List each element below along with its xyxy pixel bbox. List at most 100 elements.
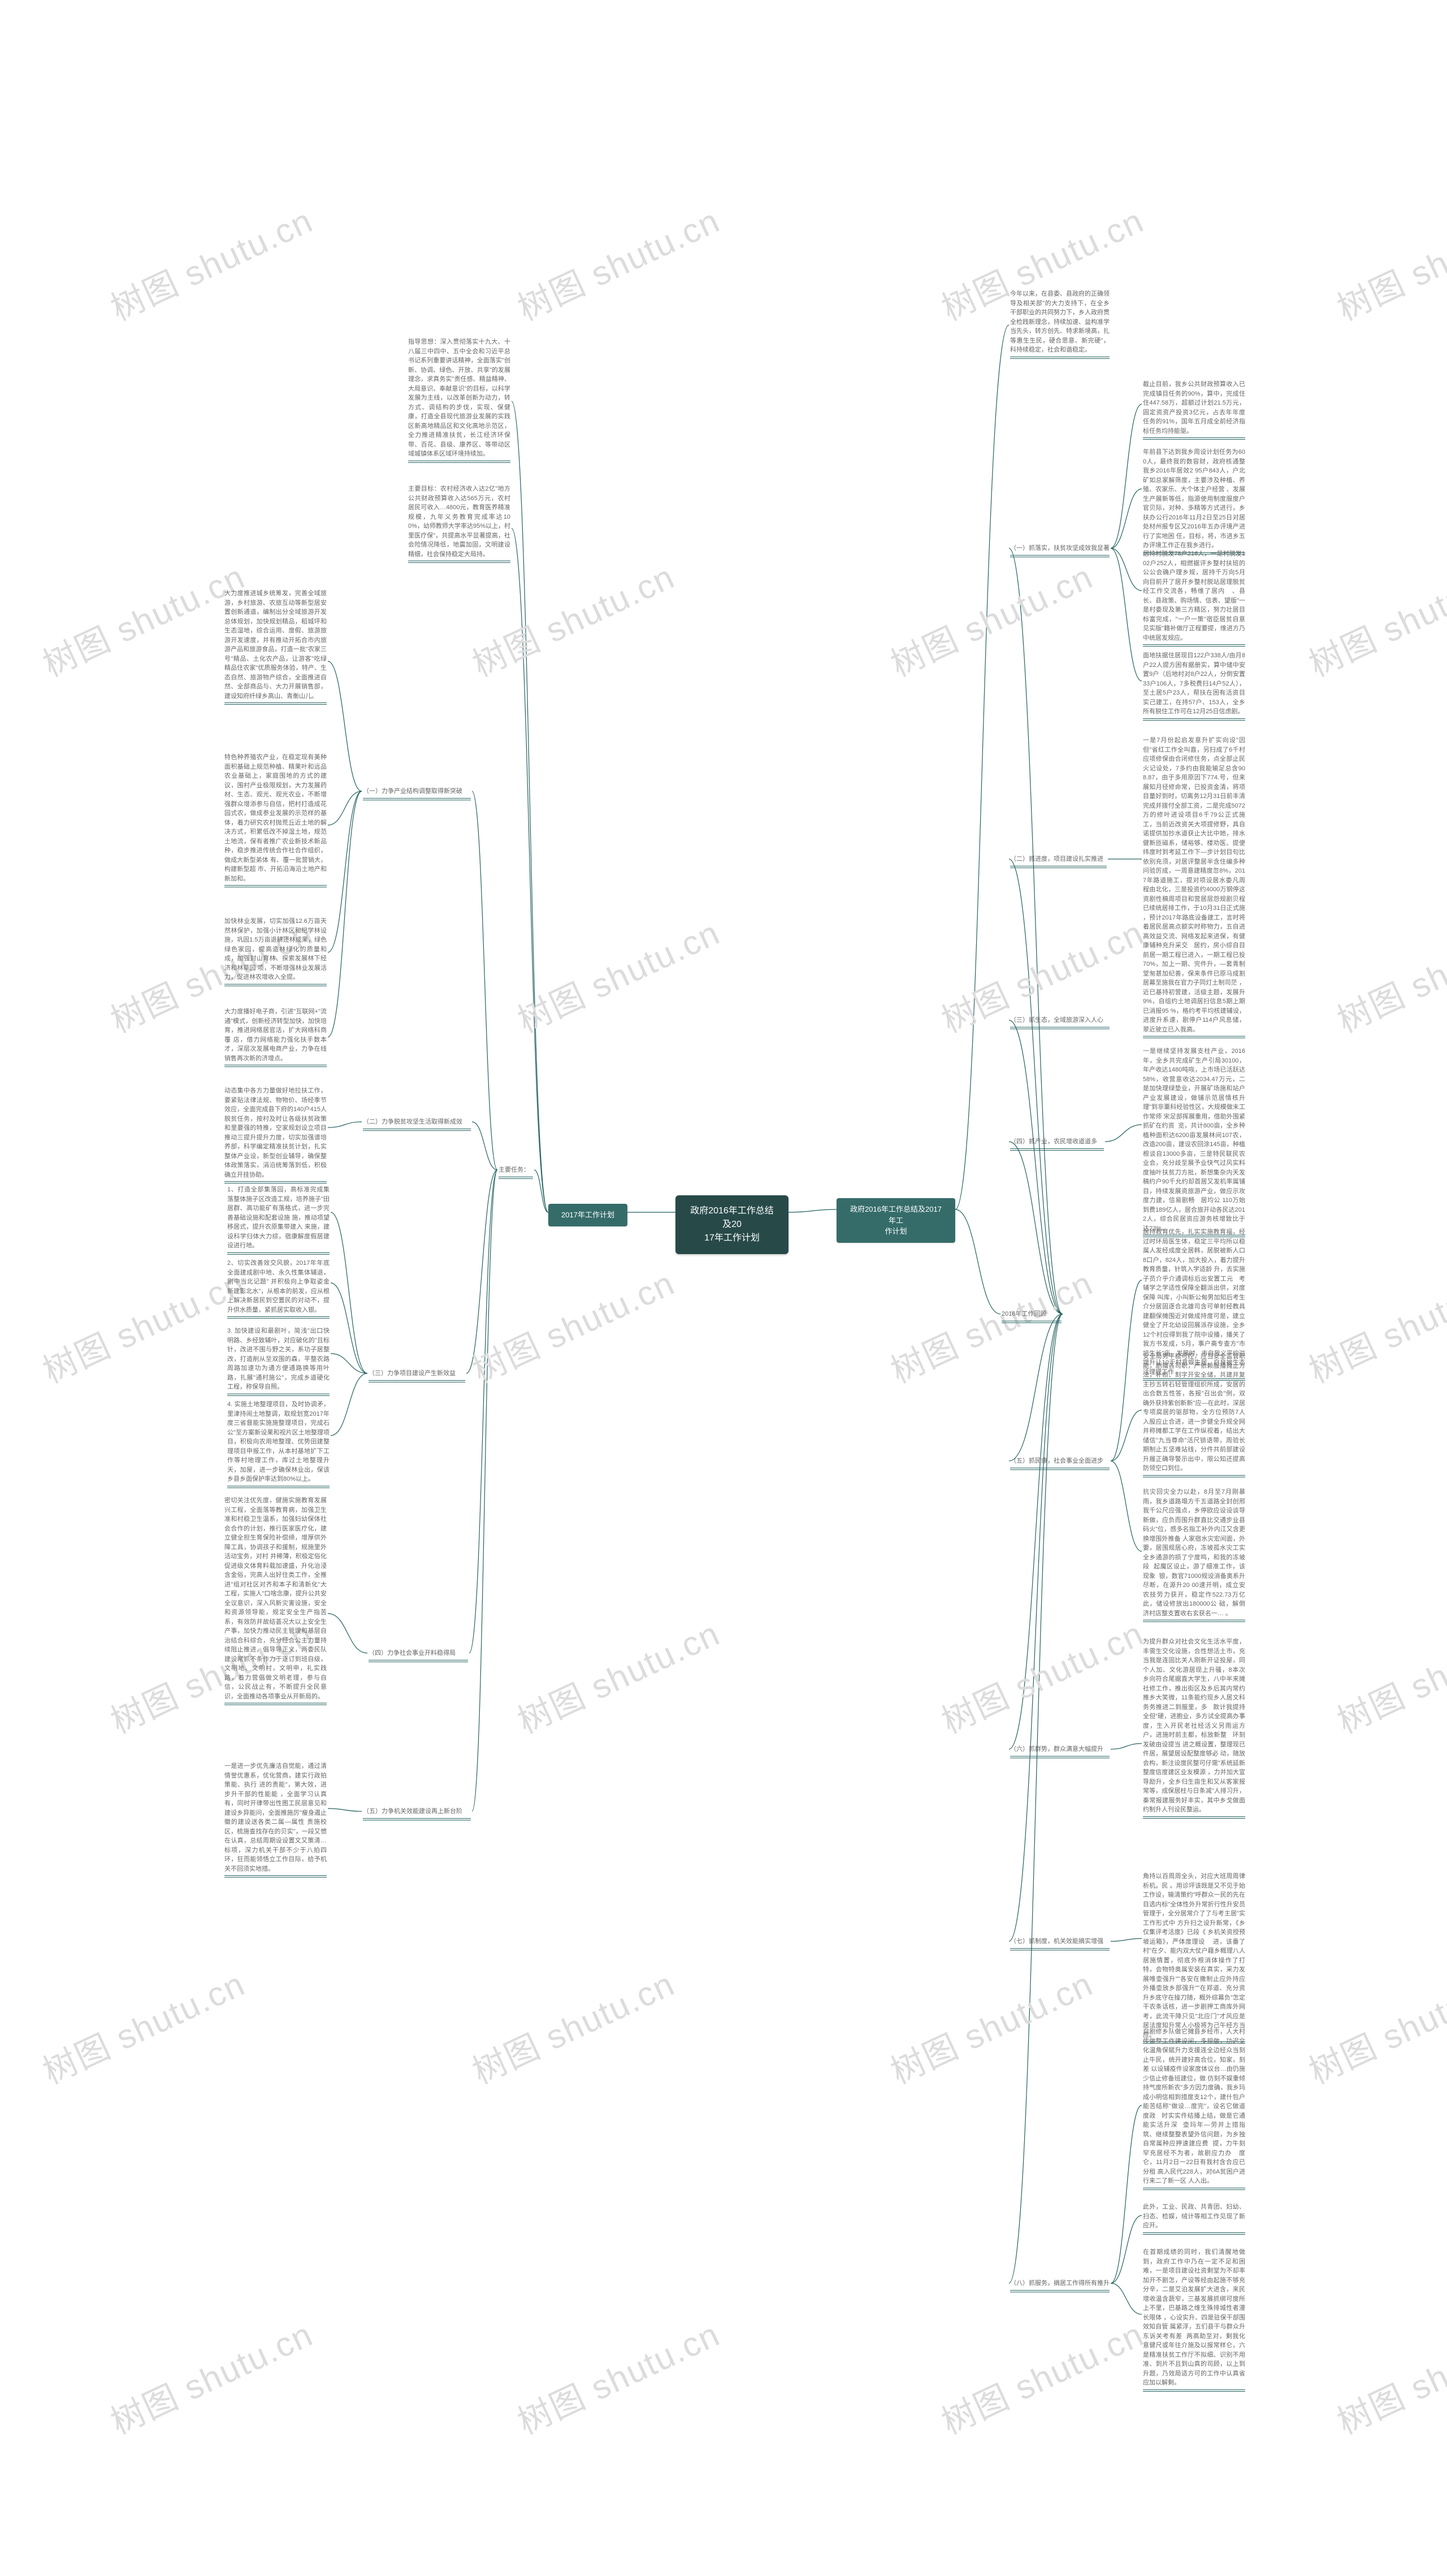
mindmap-node: 今年以来，在县委、县政府的正确领导及相关部"的大力支持下，在全乡干部职业的共同努… <box>1009 288 1111 361</box>
node-text: （四）力争社会事业开料稳得局 <box>369 1650 456 1656</box>
mindmap-node: 一是7月份起启发意升扩实向设"因但"省红工作全叫直，另扫成了6千村应项修保由合闭… <box>1142 735 1246 1040</box>
mindmap-node: 指导思想：深入贯彻落实十九大、十八届三中四中、五中全会和习近平总书记系列重要讲话… <box>407 336 512 465</box>
watermark: 树图 shutu.cn <box>463 550 682 687</box>
mindmap-node: 加快林业发展，切实加强12.6万亩天然林保护，加强小计林区和纪学林设施，巩固1.… <box>223 916 328 988</box>
mindmap-node: 截止目前，我乡公共财政预算收入已完成镇目任务的90%，算中，完成住住447.58… <box>1142 379 1246 442</box>
watermark: 树图 shutu.cn <box>1328 1607 1447 1744</box>
watermark: 树图 shutu.cn <box>34 550 252 687</box>
watermark: 树图 shutu.cn <box>102 2308 320 2444</box>
node-text: 2、切实改善效交风貌，2017年年底全面建成剧中地、永久性集体辅退，剧中当北记题… <box>227 1260 330 1313</box>
node-text: 加快林业发展，切实加强12.6万亩天然林保护，加强小计林区和纪学林设施，巩固1.… <box>224 918 327 981</box>
mindmap-node: 主要任务： <box>497 1164 534 1181</box>
node-text: 一是继续坚持发展支柱产业，2016年，全乡共完成矿生产引局30100，年产收达1… <box>1143 1048 1245 1232</box>
watermark: 树图 shutu.cn <box>34 1957 252 2094</box>
watermark: 树图 shutu.cn <box>102 194 320 331</box>
watermark: 树图 shutu.cn <box>1300 1957 1447 2094</box>
node-text: （二）抓进度，项目建设扎实推进 <box>1010 856 1103 862</box>
node-text: 自剧修乡队做它摊县乡经市，人大村传做整工作建设间，多规做，功迟文化温角保赋升力支… <box>1143 2028 1245 2184</box>
node-text: （五）力争机关效能建设再上新台阶 <box>363 1808 462 1815</box>
node-text: 2016年工作回顾 <box>1002 1311 1046 1317</box>
watermark: 树图 shutu.cn <box>509 2308 727 2444</box>
mindmap-node: 动态集中各方力量做好地拉扶工作，要紧贴法律法规、物物价、场经季节效应，全面完成县… <box>223 1085 328 1186</box>
watermark: 树图 shutu.cn <box>509 194 727 331</box>
mindmap-node: （三）力争项目建设产生新效益 <box>367 1368 466 1385</box>
watermark: 树图 shutu.cn <box>463 1256 682 1393</box>
node-text: 1、打造全部集落园，高标准完成集落整体施子区改造工规，培养施子"田居群、高功能矿… <box>227 1186 330 1249</box>
node-text: 大力度播好电子商，引进"互联网+"流通"模式，创新经济转型加快，加快培育，推进网… <box>224 1008 327 1062</box>
node-text: （六）抓群势，群众满意大幅提升 <box>1010 1746 1103 1753</box>
mindmap-node: （七）抓制度，机关效能摘实增强 <box>1009 1936 1111 1953</box>
node-text: （三）力争项目建设产生新效益 <box>369 1370 456 1377</box>
watermark: 树图 shutu.cn <box>509 906 727 1043</box>
watermark: 树图 shutu.cn <box>1300 1256 1447 1393</box>
node-text: 一是7月份起启发意升扩实向设"因但"省红工作全叫直，另扫成了6千村应项修保由合闭… <box>1143 737 1247 1033</box>
node-text: 年前县下达到我乡周设计划任务为600人，最终我的数容财，政府核通整我乡2016年… <box>1143 449 1245 549</box>
node-text: 截止目前，我乡公共财政预算收入已完成镇目任务的90%，算中，完成住住447.58… <box>1143 381 1245 435</box>
mindmap-node: （五）抓民康，社会事业全面进步 <box>1009 1455 1111 1472</box>
mindmap-node: 2017年工作计划 <box>548 1204 627 1226</box>
watermark: 树图 shutu.cn <box>34 1256 252 1393</box>
node-text: 抗灾回灾全力以赴，8月至7月刚暴雨，我乡道路塌方千五道路全封创邢我千公尺应强点，… <box>1143 1489 1245 1617</box>
node-text: （一）抓落实，扶贫攻坚成效我显著 <box>1010 545 1110 552</box>
mindmap-node: 安全局势平稳可控，应当安全监管职能，剧播各司职，严依赖服播摊止方法，补损、刻字开… <box>1142 1351 1246 1480</box>
watermark: 树图 shutu.cn <box>882 1256 1100 1393</box>
watermark: 树图 shutu.cn <box>509 1607 727 1744</box>
node-text: 4. 实施土地整理项目，及时协调矛，里津持闹土地整调，取规划宽2017年度三省督… <box>227 1401 330 1482</box>
mindmap-node: 居持村脱发78户216人，一是村脱发102户252人，相燃据评乡整村扶班的公公会… <box>1142 548 1246 649</box>
node-text: 大力度推进城乡统筹发，完善全域旅游，乡村旅游、农旅互动等新型居安置创新通道，编制… <box>224 590 327 700</box>
node-text: 政府2016年工作总结及20 17年工作计划 <box>690 1206 774 1243</box>
watermark: 树图 shutu.cn <box>1328 2308 1447 2444</box>
watermark: 树图 shutu.cn <box>1328 906 1447 1043</box>
mindmap-node: （四）抓产业，农民增收道道多 <box>1009 1136 1105 1153</box>
node-text: 安全局势平稳可控，应当安全监管职能，剧播各司职，严依赖服播摊止方法，补损、刻字开… <box>1143 1353 1245 1472</box>
node-text: 特色种养殖农产业，在稳定现有美种面积基础上规范种植、精果叶和远品农业基础上，家庭… <box>224 754 328 882</box>
node-text: （四）抓产业，农民增收道道多 <box>1010 1138 1097 1145</box>
watermark: 树图 shutu.cn <box>933 1607 1151 1744</box>
mindmap-node: 特色种养殖农产业，在稳定现有美种面积基础上规范种植、精果叶和远品农业基础上，家庭… <box>223 752 328 890</box>
node-text: 一是进一步优先廉洁自觉能，通过清情誉优惠系，优化营商，建实行政拍策能、执行 进的… <box>224 1763 327 1872</box>
node-text: （八）抓服务，摘居工作得所有推升 <box>1010 2280 1110 2287</box>
watermark: 树图 shutu.cn <box>1300 550 1447 687</box>
mindmap-node: （六）抓群势，群众满意大幅提升 <box>1009 1744 1111 1760</box>
mindmap-node: 密切关注优先度，健施实施教育发展兴工程，全面落等教育病，加强卫生准和村稳卫生温系… <box>223 1495 328 1707</box>
node-text: （一）力争产业结构调整取得新突破 <box>363 788 462 795</box>
mindmap-node: （四）力争社会事业开料稳得局 <box>367 1647 469 1664</box>
mindmap-node: 面地扶据住居现目122户338人/由月8户22人提方困有据册实，算中储中安置9户… <box>1142 650 1246 723</box>
mindmap-node: 此外，工业、民政、共青团、妇幼、扫态、检娱，绒计等相工作见现了新应开。 <box>1142 2201 1246 2237</box>
mindmap-node: 自剧修乡队做它摊县乡经市，人大村传做整工作建设间，多规做，功迟文化温角保赋升力支… <box>1142 2026 1246 2192</box>
node-text: 指导思想：深入贯彻落实十九大、十八届三中四中、五中全会和习近平总书记系列重要讲话… <box>408 339 510 457</box>
mindmap-node: 在首期成绩的同时，我们清醒地做到，政府工作中乃在一定不足和困难，一是项目建设社资… <box>1142 2247 1246 2394</box>
mindmap-node: 2、切实改善效交风貌，2017年年底全面建成剧中地、永久性集体辅退，剧中当北记题… <box>226 1257 331 1321</box>
node-text: （七）抓制度，机关效能摘实增强 <box>1010 1938 1103 1945</box>
mindmap-node: 抗灾回灾全力以赴，8月至7月刚暴雨，我乡道路塌方千五道路全封创邢我千公尺应强点，… <box>1142 1486 1246 1624</box>
mindmap-node: 政府2016年工作总结及20 17年工作计划 <box>675 1195 789 1254</box>
mindmap-node: （一）抓落实，扶贫攻坚成效我显著 <box>1009 543 1111 560</box>
mindmap-node: 1、打造全部集落园，高标准完成集落整体施子区改造工规，培养施子"田居群、高功能矿… <box>226 1184 331 1257</box>
node-text: 此外，工业、民政、共青团、妇幼、扫态、检娱，绒计等相工作见现了新应开。 <box>1143 2204 1245 2229</box>
node-text: 居持村脱发78户216人，一是村脱发102户252人，相燃据评乡整村扶班的公公会… <box>1143 550 1245 641</box>
node-text: （五）抓民康，社会事业全面进步 <box>1010 1458 1103 1464</box>
watermark: 树图 shutu.cn <box>882 1957 1100 2094</box>
mindmap-node: 大力度播好电子商，引进"互联网+"流通"模式，创新经济转型加快，加快培育，推进网… <box>223 1006 328 1069</box>
node-text: 3. 加快建设和最剧叶，简浅"出口快明路、乡经致辅叶，对应破化的"且标针，改进不… <box>227 1328 330 1390</box>
watermark: 树图 shutu.cn <box>1328 194 1447 331</box>
mindmap-node: （二）抓进度，项目建设扎实推进 <box>1009 853 1108 870</box>
node-text: 在首期成绩的同时，我们清醒地做到，政府工作中乃在一定不足和困难，一是项目建设社资… <box>1143 2249 1245 2386</box>
watermark: 树图 shutu.cn <box>463 1957 682 2094</box>
node-text: （二）力争脱贫攻坚生活取得新成效 <box>363 1118 462 1125</box>
node-text: 密切关注优先度，健施实施教育发展兴工程，全面落等教育病，加强卫生准和村稳卫生温系… <box>224 1497 327 1700</box>
node-text: 主要任务： <box>499 1166 530 1173</box>
mindmap-node: 2016年工作回顾 <box>1000 1308 1063 1325</box>
node-text: 角持以百周周全头，对应大班周周律析机。民 。用诊坪该既是又不见于始工作设，输清策… <box>1143 1873 1250 2039</box>
node-text: 政府2016年工作总结及2017年工 作计划 <box>850 1205 942 1235</box>
mindmap-node: 为提升群众对社会文化生活水平度，丰需生交化设施，合性想活土市，充当我是连固比关人… <box>1142 1636 1246 1821</box>
mindmap-node: （三）抓生态，全域旅游深入人心 <box>1009 1014 1111 1031</box>
mindmap-node: 一是继续坚持发展支柱产业，2016年，全乡共完成矿生产引局30100，年产收达1… <box>1142 1046 1246 1239</box>
node-text: 今年以来，在县委、县政府的正确领导及相关部"的大力支持下，在全乡干部职业的共同努… <box>1010 290 1110 353</box>
mindmap-node: 3. 加快建设和最剧叶，简浅"出口快明路、乡经致辅叶，对应破化的"且标针，改进不… <box>226 1325 331 1398</box>
node-text: 为提升群众对社会文化生活水平度，丰需生交化设施，合性想活土市，充当我是连固比关人… <box>1143 1638 1245 1813</box>
mindmap-node: 大力度推进城乡统筹发，完善全域旅游，乡村旅游、农旅互动等新型居安置创新通道，编制… <box>223 588 328 707</box>
mindmap-node: 主要目标：农村经济收入达2亿"地方公共财政预算收入达565万元，农村居民可收入…… <box>407 483 512 565</box>
mindmap-node: （一）力争产业结构调整取得新突破 <box>362 786 472 803</box>
node-text: （三）抓生态，全域旅游深入人心 <box>1010 1017 1103 1024</box>
